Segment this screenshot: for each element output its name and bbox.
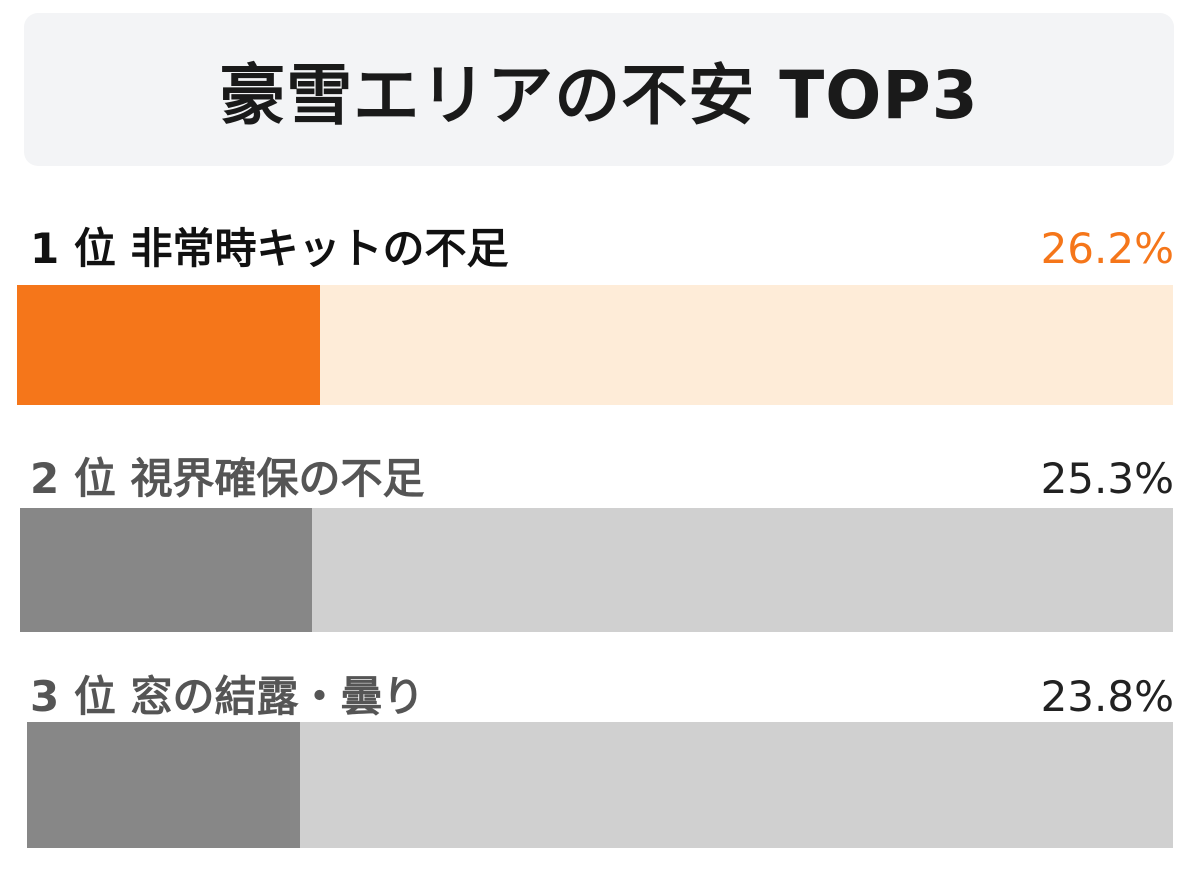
rank-3-bar-track [27, 722, 1173, 848]
title-banner: 豪雪エリアの不安 TOP3 [24, 13, 1174, 166]
rank-2-label: 2 位 視界確保の不足 [30, 454, 425, 503]
rank-3-bar-fill [27, 722, 300, 848]
rank-2-bar-fill [20, 508, 312, 632]
chart-title: 豪雪エリアの不安 TOP3 [219, 56, 979, 134]
rank-1-label: 1 位 非常時キットの不足 [30, 224, 509, 273]
rank-3-value: 23.8% [1040, 672, 1174, 721]
rank-2-bar-track [20, 508, 1173, 632]
rank-2-value: 25.3% [1040, 454, 1174, 503]
rank-1-value: 26.2% [1040, 224, 1174, 273]
rank-1-bar-track [17, 285, 1173, 405]
rank-3-label: 3 位 窓の結露・曇り [30, 672, 425, 721]
rank-1-bar-fill [17, 285, 320, 405]
